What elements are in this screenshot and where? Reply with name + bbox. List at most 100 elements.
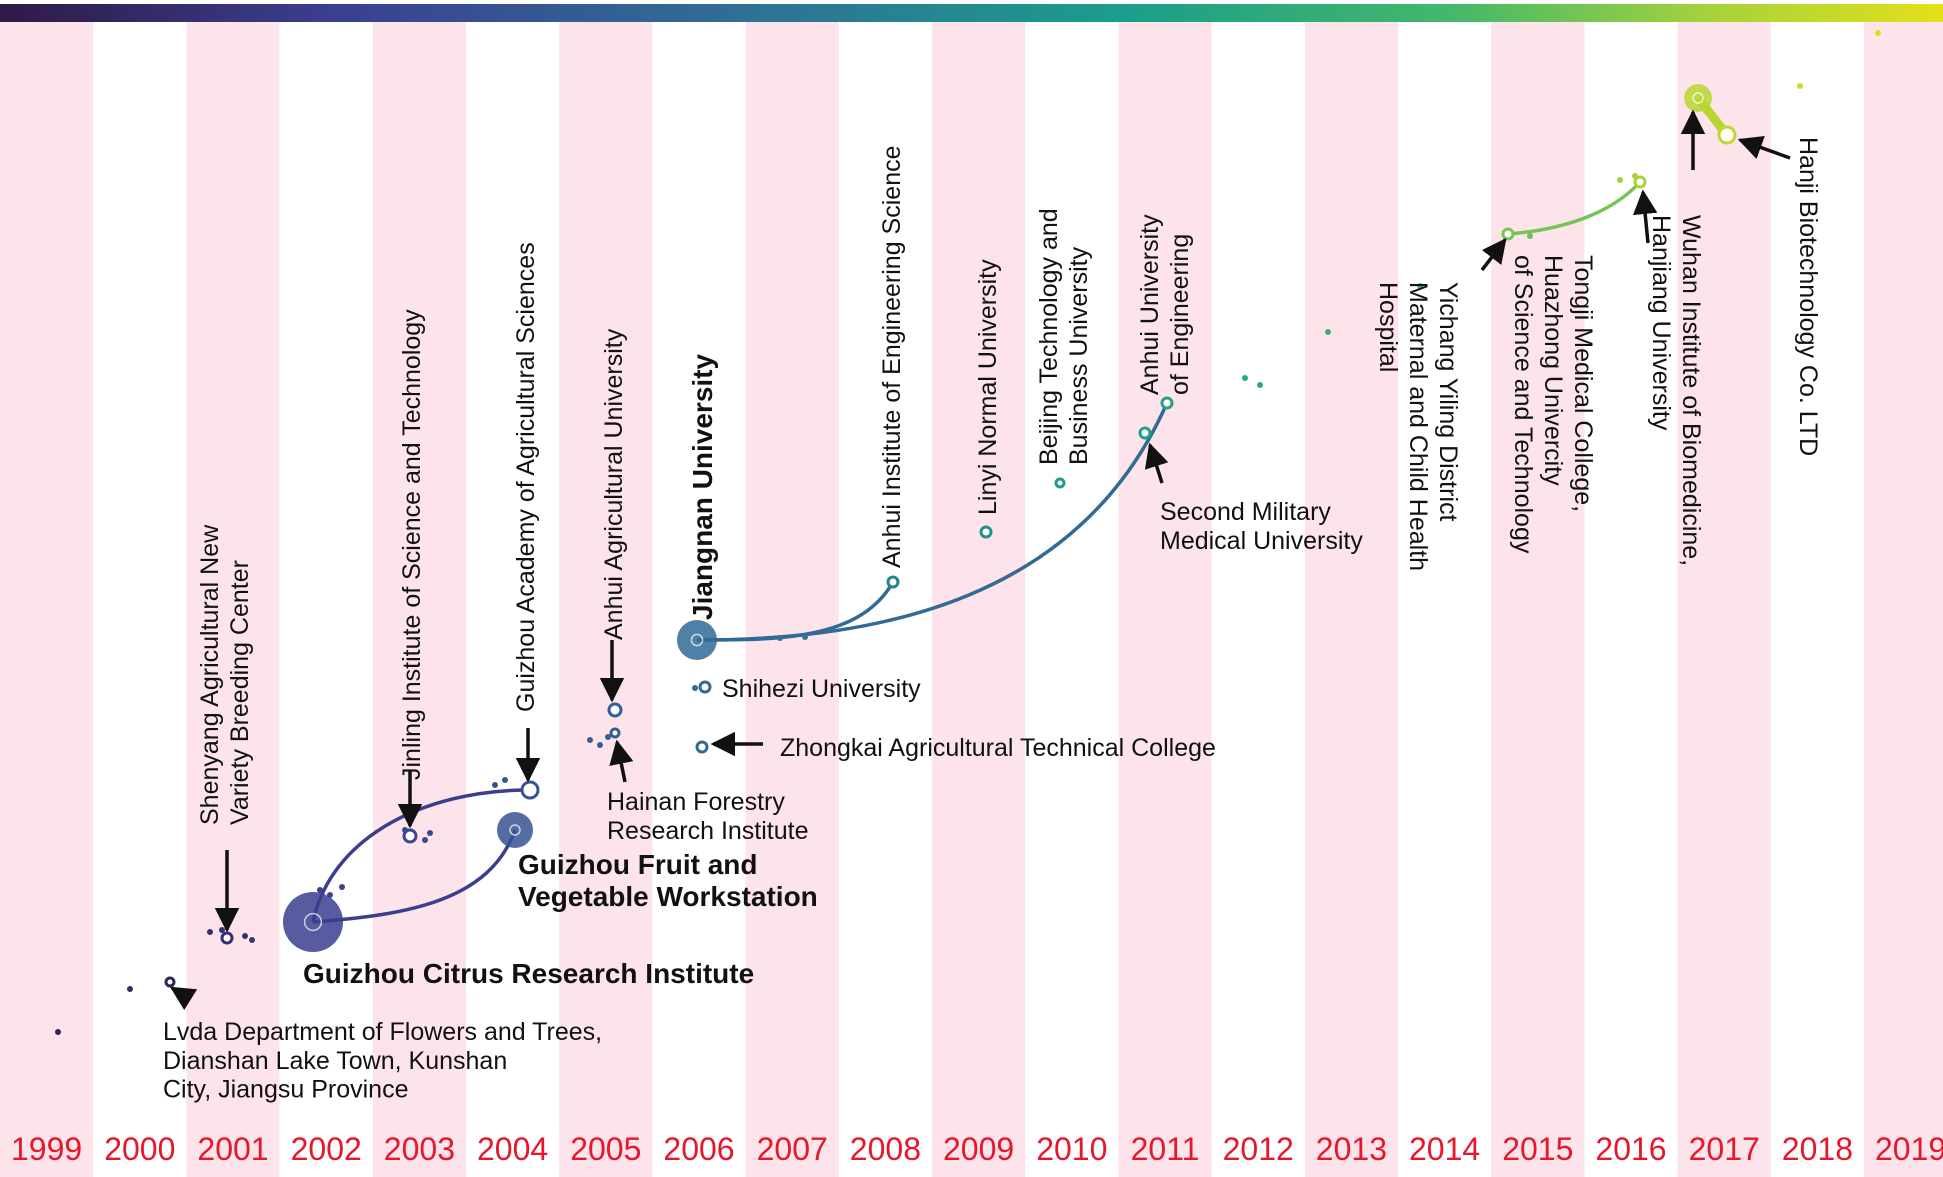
minor-node (1797, 83, 1803, 89)
year-label: 2002 (291, 1131, 362, 1167)
year-label: 2016 (1595, 1131, 1666, 1167)
year-stripe (372, 22, 466, 1177)
node-label: Wuhan Institute of Biomedicine,Hanjiang … (1647, 215, 1705, 566)
node-label: Anhui Agricultural University (600, 328, 628, 640)
minor-node (1257, 382, 1263, 388)
annotation-arrow (609, 739, 634, 783)
node-label: Zhongkai Agricultural Technical College (780, 734, 1216, 762)
node-anhuiagri (607, 702, 623, 718)
node-label: Shenyang Agricultural NewVariety Breedin… (196, 524, 254, 825)
minor-node (1325, 329, 1331, 335)
year-axis: 1999 2000 2001 2002 2003 2004 2005 2006 2007 2008… (11, 1131, 1943, 1167)
year-label: 2014 (1409, 1131, 1480, 1167)
annotation-arrow (1144, 442, 1169, 484)
node-linyi (979, 525, 993, 539)
year-label: 2009 (943, 1131, 1014, 1167)
year-label: 2004 (477, 1131, 548, 1167)
year-label: 2007 (757, 1131, 828, 1167)
node-label: Second Military Medical University (1160, 498, 1363, 555)
institution-labels: Lvda Department of Flowers and Trees, Dia… (163, 137, 1822, 1104)
year-stripe (745, 22, 839, 1177)
node-yichang (1501, 227, 1515, 241)
minor-node (1617, 177, 1623, 183)
minor-node (242, 933, 248, 939)
node-anhuieng (886, 575, 900, 589)
year-stripe (932, 22, 1026, 1177)
year-stripe (1677, 22, 1771, 1177)
minor-node (492, 782, 498, 788)
node-shenyang (220, 931, 234, 945)
node-label: Anhui Institute of Engineering Science (878, 146, 906, 569)
minor-node (692, 685, 698, 691)
node-label: Tongji Medical College,Huazhong Univerci… (1509, 255, 1597, 554)
year-label: 2000 (104, 1131, 175, 1167)
node-label: Beijing Technology andBusiness Universit… (1035, 208, 1093, 465)
year-stripe (1864, 22, 1943, 1177)
node-tongji (1633, 175, 1647, 189)
annotation-arrow (1480, 238, 1507, 272)
node-zhongkai (695, 740, 709, 754)
node-jinling (402, 828, 418, 844)
link-citrus-fruitveg (312, 829, 517, 924)
year-label: 2001 (197, 1131, 268, 1167)
year-stripe (1304, 22, 1398, 1177)
minor-node (587, 737, 593, 743)
node-label: Anhui Universityof Engineering (1136, 214, 1194, 395)
link-yichang-tongji (1507, 180, 1642, 236)
minor-node (777, 635, 783, 641)
minor-node (219, 927, 225, 933)
annotation-arrow (1632, 189, 1658, 244)
annotation-arrow (169, 986, 198, 1011)
node-hanji (1717, 125, 1737, 145)
node-label: Guizhou Citrus Research Institute (303, 958, 754, 989)
year-label: 2019 (1875, 1131, 1943, 1167)
node-label: Guizhou Fruit and Vegetable Workstation (518, 849, 818, 912)
minor-node (1875, 30, 1881, 36)
annotation-arrow (1737, 135, 1791, 160)
node-wuhan (1684, 84, 1712, 112)
node-lvda (164, 976, 176, 988)
node-label: Shihezi University (722, 675, 921, 703)
year-stripe (0, 22, 94, 1177)
minor-node (1527, 233, 1533, 239)
minor-node (127, 986, 133, 992)
year-stripe (559, 22, 653, 1177)
minor-node (427, 830, 433, 836)
node-label: Lvda Department of Flowers and Trees, Dia… (163, 1018, 602, 1104)
node-label: Jinling Institute of Science and Technol… (398, 309, 426, 780)
minor-node (55, 1029, 61, 1035)
node-label: Hainan Forestry Research Institute (607, 788, 809, 845)
node-fruitveg (497, 812, 533, 848)
year-label: 2011 (1131, 1131, 1200, 1167)
link-citrus-gaas (311, 788, 531, 923)
minor-node (597, 742, 603, 748)
node-gaas (520, 780, 540, 800)
link-jiangnan-anhuiuniv (696, 402, 1169, 642)
year-label: 2003 (384, 1131, 455, 1167)
year-label: 2008 (850, 1131, 921, 1167)
annotation-arrows (169, 109, 1791, 1011)
node-jiangnan (677, 620, 717, 660)
year-label: 2013 (1316, 1131, 1387, 1167)
year-stripe (186, 22, 280, 1177)
minor-node (802, 634, 808, 640)
year-label: 2010 (1036, 1131, 1107, 1167)
node-secondmil (1138, 426, 1152, 440)
minor-node (317, 887, 323, 893)
node-beijing (1054, 477, 1066, 489)
year-label: 2015 (1502, 1131, 1573, 1167)
node-label: Yichang Yiling DistrictMaternal and Chil… (1374, 282, 1462, 571)
minor-node (249, 937, 255, 943)
node-citrus (283, 892, 343, 952)
institution-nodes (55, 30, 1881, 1035)
color-gradient-bar (0, 4, 1943, 22)
node-label: Hanji Biotechnology Co. LTD (1794, 137, 1822, 456)
year-stripe (1118, 22, 1212, 1177)
minor-node (1417, 283, 1423, 289)
year-label: 2012 (1223, 1131, 1294, 1167)
year-label: 2006 (663, 1131, 734, 1167)
year-label: 2017 (1689, 1131, 1760, 1167)
minor-node (502, 777, 508, 783)
node-label: Jiangnan University (687, 353, 718, 620)
